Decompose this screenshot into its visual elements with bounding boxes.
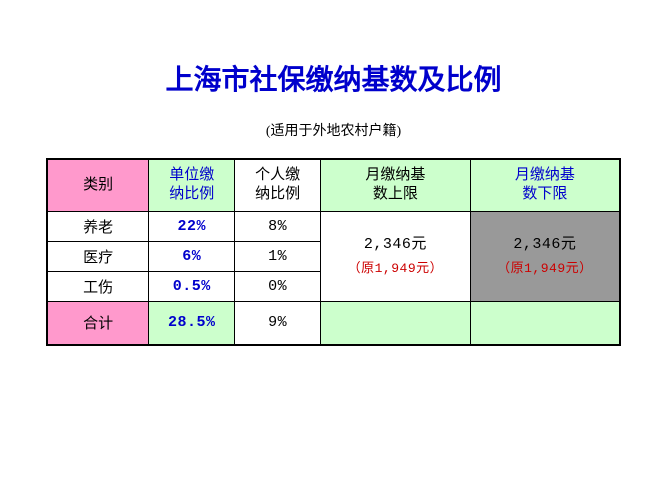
header-company-ratio: 单位缴纳比例 [149, 159, 235, 211]
upper-current: 2,346元 [364, 236, 427, 253]
cell-total-label: 合计 [47, 301, 149, 345]
page-title: 上海市社保缴纳基数及比例 [0, 58, 667, 98]
header-personal-ratio: 个人缴纳比例 [235, 159, 321, 211]
cell-category: 医疗 [47, 241, 149, 271]
header-monthly-lower: 月缴纳基数下限 [470, 159, 620, 211]
lower-current: 2,346元 [513, 236, 576, 253]
cell-personal-ratio: 1% [235, 241, 321, 271]
header-row: 类别 单位缴纳比例 个人缴纳比例 月缴纳基数上限 月缴纳基数下限 [47, 159, 620, 211]
cell-total-personal: 9% [235, 301, 321, 345]
cell-monthly-upper: 2,346元 （原1,949元） [321, 211, 471, 301]
table-row: 养老 22% 8% 2,346元 （原1,949元） 2,346元 （原1,94… [47, 211, 620, 241]
page-subtitle: (适用于外地农村户籍) [0, 120, 667, 140]
cell-category: 工伤 [47, 271, 149, 301]
header-monthly-upper: 月缴纳基数上限 [321, 159, 471, 211]
total-row: 合计 28.5% 9% [47, 301, 620, 345]
cell-company-ratio: 0.5% [149, 271, 235, 301]
cell-personal-ratio: 8% [235, 211, 321, 241]
cell-total-lower [470, 301, 620, 345]
lower-original: （原1,949元） [497, 261, 593, 276]
cell-company-ratio: 22% [149, 211, 235, 241]
cell-total-upper [321, 301, 471, 345]
cell-personal-ratio: 0% [235, 271, 321, 301]
header-category: 类别 [47, 159, 149, 211]
upper-original: （原1,949元） [348, 261, 444, 276]
cell-total-company: 28.5% [149, 301, 235, 345]
cell-company-ratio: 6% [149, 241, 235, 271]
social-insurance-table: 类别 单位缴纳比例 个人缴纳比例 月缴纳基数上限 月缴纳基数下限 养老 22% … [46, 158, 621, 346]
cell-category: 养老 [47, 211, 149, 241]
cell-monthly-lower: 2,346元 （原1,949元） [470, 211, 620, 301]
